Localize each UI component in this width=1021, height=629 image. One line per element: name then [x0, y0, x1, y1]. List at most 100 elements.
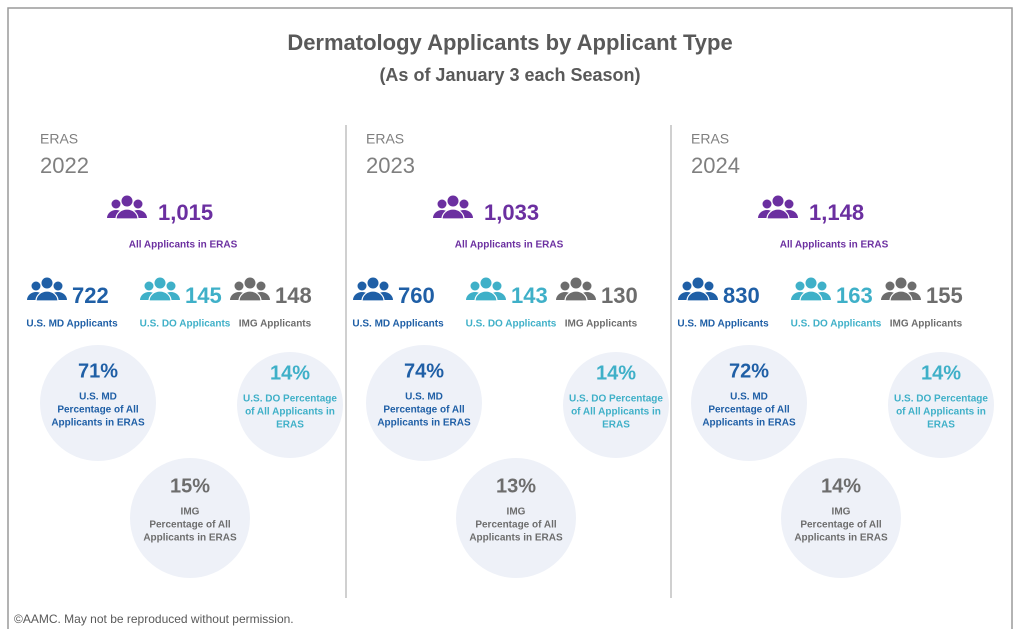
head [480, 277, 492, 289]
head [772, 195, 784, 207]
group-count: 148 [275, 283, 312, 308]
year: 2023 [366, 153, 415, 178]
body [686, 290, 710, 302]
head [895, 277, 907, 289]
percent-label: IMG [181, 507, 200, 518]
body [889, 290, 913, 302]
percent-label: Applicants in ERAS [143, 533, 237, 544]
percent-label: U.S. DO Percentage [894, 394, 988, 405]
percent-label: U.S. DO Percentage [243, 394, 337, 405]
body [441, 208, 465, 220]
percent: 15% [170, 475, 210, 497]
percent-circle [888, 352, 994, 458]
total: 1,148 [809, 200, 864, 225]
head [379, 281, 389, 291]
eras-label: ERAS [366, 131, 404, 147]
people-icon [107, 195, 147, 220]
head [470, 281, 480, 291]
head [805, 277, 817, 289]
percent-label: ERAS [602, 420, 630, 431]
head [111, 199, 121, 209]
year: 2022 [40, 153, 89, 178]
percent-label: Percentage of All [800, 520, 882, 531]
head [682, 281, 692, 291]
group-count: 163 [836, 283, 873, 308]
percent-label: U.S. MD [730, 392, 768, 403]
group-label: IMG Applicants [565, 319, 638, 330]
body [361, 290, 385, 302]
people-icon [27, 277, 67, 302]
head [447, 195, 459, 207]
body [35, 290, 59, 302]
total-label: All Applicants in ERAS [780, 240, 889, 251]
percent-circle [40, 345, 156, 461]
group-count: 130 [601, 283, 638, 308]
percent-label: Percentage of All [383, 405, 465, 416]
title: Dermatology Applicants by Applicant Type [287, 30, 732, 55]
group-count: 722 [72, 283, 109, 308]
head [885, 281, 895, 291]
head [492, 281, 502, 291]
percent-label: U.S. MD [79, 392, 117, 403]
percent-label: Percentage of All [149, 520, 231, 531]
people-icon [230, 277, 270, 302]
percent-label: Percentage of All [708, 405, 790, 416]
people-icon [466, 277, 506, 302]
total-label: All Applicants in ERAS [455, 240, 564, 251]
percent-label: U.S. DO Percentage [569, 394, 663, 405]
body [238, 290, 262, 302]
percent: 14% [596, 362, 636, 384]
percent-label: ERAS [276, 420, 304, 431]
group-label: U.S. DO Applicants [140, 319, 231, 330]
head [459, 199, 469, 209]
eras-label: ERAS [40, 131, 78, 147]
total-label: All Applicants in ERAS [129, 240, 238, 251]
percent-circle [130, 458, 250, 578]
group-label: U.S. DO Applicants [466, 319, 557, 330]
body [474, 290, 498, 302]
head [367, 277, 379, 289]
percent-circle [366, 345, 482, 461]
head [704, 281, 714, 291]
percent-label: Applicants in ERAS [51, 418, 145, 429]
group-label: U.S. MD Applicants [26, 319, 118, 330]
percent-circle [781, 458, 901, 578]
percent-label: ERAS [927, 420, 955, 431]
group-label: IMG Applicants [239, 319, 312, 330]
group-label: U.S. DO Applicants [791, 319, 882, 330]
head [357, 281, 367, 291]
subtitle: (As of January 3 each Season) [379, 65, 640, 85]
head [762, 199, 772, 209]
head [154, 277, 166, 289]
percent-label: of All Applicants in [896, 407, 986, 418]
head [121, 195, 133, 207]
percent-label: of All Applicants in [571, 407, 661, 418]
head [144, 281, 154, 291]
percent: 14% [921, 362, 961, 384]
group-label: U.S. MD Applicants [677, 319, 769, 330]
group-count: 760 [398, 283, 435, 308]
percent-label: of All Applicants in [245, 407, 335, 418]
body [766, 208, 790, 220]
head [907, 281, 917, 291]
percent-label: Applicants in ERAS [794, 533, 888, 544]
head [166, 281, 176, 291]
body [115, 208, 139, 220]
percent-label: IMG [832, 507, 851, 518]
head [570, 277, 582, 289]
percent-label: IMG [507, 507, 526, 518]
total: 1,033 [484, 200, 539, 225]
head [560, 281, 570, 291]
percent-label: Percentage of All [475, 520, 557, 531]
head [817, 281, 827, 291]
body [799, 290, 823, 302]
percent: 74% [404, 360, 444, 382]
group-count: 830 [723, 283, 760, 308]
group-count: 155 [926, 283, 963, 308]
percent-circle [237, 352, 343, 458]
head [256, 281, 266, 291]
percent-label: Percentage of All [57, 405, 139, 416]
percent-label: Applicants in ERAS [469, 533, 563, 544]
eras-label: ERAS [691, 131, 729, 147]
percent-label: Applicants in ERAS [377, 418, 471, 429]
